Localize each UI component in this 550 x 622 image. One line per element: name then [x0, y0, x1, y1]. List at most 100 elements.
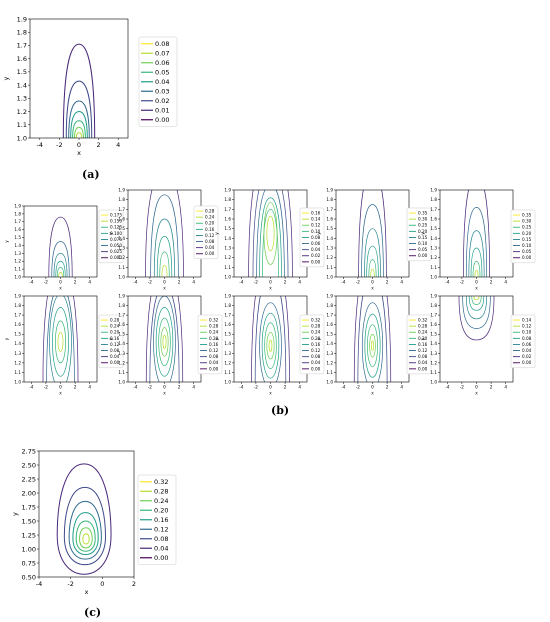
x-tick-label: 2: [132, 580, 136, 588]
y-tick-label: 1.1: [118, 265, 125, 270]
legend-label: 0.16: [311, 342, 321, 347]
legend-label: 0.175: [110, 213, 122, 218]
legend-label: 0.25: [418, 223, 428, 228]
legend-label: 0.04: [311, 247, 321, 252]
x-tick-label: 0: [163, 385, 166, 390]
contour-line-b5-0: [463, 190, 490, 277]
legend-label: 0.08: [205, 239, 215, 244]
legend-label: 0.04: [522, 348, 532, 353]
contour-line-b3-2: [256, 190, 285, 277]
contour-line-b4-0: [358, 190, 387, 277]
y-tick-label: 1.4: [224, 236, 231, 241]
chart-panel-b9: -4 -2 0 2 41.01.11.21.31.41.51.61.71.81.9xy0…: [316, 293, 432, 395]
contour-ring-b7-2: [158, 317, 171, 367]
legend-label: 0.04: [154, 545, 168, 553]
legend-box: [299, 314, 325, 375]
y-tick-label: 1.6: [224, 322, 231, 327]
contour-line-b10-d2: [465, 296, 488, 320]
x-tick-label: 4: [192, 280, 195, 285]
axes-frame: [233, 295, 308, 383]
legend-label: 0.32: [154, 478, 168, 486]
x-axis-label: x: [77, 149, 81, 157]
y-tick-label: 1.2: [14, 259, 21, 264]
legend-label: 0.150: [110, 219, 122, 224]
axes-frame: [233, 189, 308, 278]
legend-label: 0.16: [110, 336, 120, 341]
legend-box: [510, 314, 536, 369]
y-tick-label: 1.0: [430, 379, 437, 384]
y-tick-label: 1.8: [224, 303, 231, 308]
contour-group: [56, 463, 112, 575]
y-tick-label: 1.7: [326, 207, 333, 212]
legend-box: [510, 209, 536, 264]
y-tick-label: 2.75: [22, 447, 36, 455]
x-tick-label: 2: [386, 385, 389, 390]
legend-label: 0.04: [311, 360, 321, 365]
legend-label: 0.32: [209, 318, 219, 323]
x-tick-label: 0: [163, 280, 166, 285]
y-tick-label: 1.6: [14, 322, 21, 327]
x-tick-label: 2: [490, 280, 493, 285]
x-tick-label: 4: [192, 385, 195, 390]
y-tick-label: 1.9: [14, 293, 21, 298]
y-axis-label: y: [214, 232, 219, 235]
contour-line-b2-5: [161, 265, 168, 277]
chart-panel-c: -4 -2 0 2 0.50 0.75 1.00 1.25 1.50 1.75 2.00 2.25 2.…: [11, 447, 177, 596]
legend-label: 0.12: [209, 348, 219, 353]
contour-line-a-5: [74, 126, 84, 138]
contour-ring-b8-3: [266, 331, 275, 360]
x-tick-label: -2: [254, 385, 259, 390]
contour-line-b1-2: [53, 252, 68, 277]
legend-label: 0.03: [155, 88, 169, 96]
legend-label: 0.00: [205, 251, 215, 256]
y-tick-label: 1.4: [14, 341, 21, 346]
legend-box: [193, 205, 219, 260]
y-tick-label: 1.3: [326, 351, 333, 356]
y-axis-label: y: [420, 232, 425, 235]
legend-label: 0.04: [209, 360, 219, 365]
y-tick-label: 1.6: [326, 322, 333, 327]
y-tick-label: 1.0: [224, 274, 231, 279]
y-tick-label: 1.9: [118, 293, 125, 298]
contour-ring-b9-0: [361, 302, 384, 382]
chart-panel-b8: -4 -2 0 2 41.01.11.21.31.41.51.61.71.81.9xy0…: [214, 293, 325, 395]
y-tick-label: 1.4: [118, 236, 125, 241]
y-tick-label: 1.5: [14, 332, 21, 337]
x-tick-label: 4: [88, 280, 91, 285]
legend-label: 0.000: [110, 255, 122, 260]
contour-ring-b9-4: [371, 340, 374, 351]
y-tick-label: 1.2: [17, 108, 27, 116]
legend-label: 0.05: [155, 69, 169, 77]
x-tick-label: -2: [460, 385, 465, 390]
legend-label: 0.04: [110, 354, 120, 359]
legend-label: 0.12: [205, 233, 215, 238]
contour-line-a-4: [72, 120, 86, 138]
y-tick-label: 1.1: [17, 121, 27, 129]
contour-line-b4-3: [366, 245, 379, 277]
y-axis-label: y: [214, 337, 219, 340]
y-tick-label: 1.2: [224, 360, 231, 365]
axes-frame: [439, 295, 514, 383]
y-tick-label: 1.1: [224, 370, 231, 375]
contour-line-b2-0: [145, 190, 184, 277]
y-axis-label: y: [316, 232, 321, 235]
y-tick-label: 1.2: [326, 360, 333, 365]
y-axis-label: y: [316, 337, 321, 340]
y-tick-label: 1.6: [430, 322, 437, 327]
x-axis-label: x: [59, 390, 62, 395]
contour-ring-c-5: [79, 527, 93, 549]
y-tick-label: 1.1: [224, 265, 231, 270]
y-tick-label: 1.6: [118, 216, 125, 221]
legend-label: 0.12: [311, 348, 321, 353]
caption-c: (c): [84, 606, 101, 619]
contour-line-a-2: [68, 100, 90, 138]
legend-label: 0.20: [154, 507, 168, 515]
contour-line-b4-4: [368, 259, 377, 277]
contour-line-b1-1: [51, 241, 70, 277]
contour-line-b1-3: [55, 260, 66, 277]
x-tick-label: 2: [284, 385, 287, 390]
y-tick-label: 1.6: [430, 216, 437, 221]
contour-line-b10-d1: [462, 296, 491, 329]
y-tick-label: 1.2: [118, 255, 125, 260]
legend-label: 0.20: [205, 221, 215, 226]
